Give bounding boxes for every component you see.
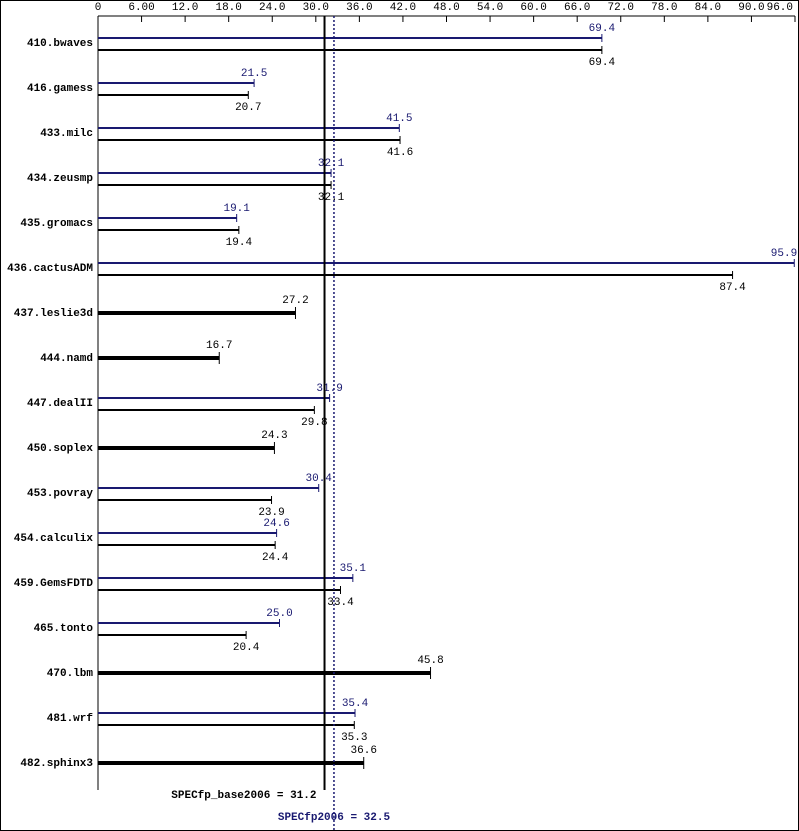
category-label: 447.dealII	[27, 398, 93, 410]
x-tick-label: 6.00	[128, 2, 154, 14]
category-label: 437.leslie3d	[14, 308, 93, 320]
x-tick-label: 66.0	[564, 2, 590, 14]
category-label: 434.zeusmp	[27, 173, 93, 185]
peak-value-label: 32.1	[318, 158, 345, 170]
peak-value-label: 19.1	[223, 203, 250, 215]
peak-value-label: 25.0	[266, 608, 292, 620]
x-tick-label: 36.0	[346, 2, 372, 14]
x-tick-label: 48.0	[433, 2, 459, 14]
category-label: 454.calculix	[14, 533, 94, 545]
x-tick-label: 90.0	[738, 2, 764, 14]
x-tick-label: 42.0	[390, 2, 416, 14]
category-label: 450.soplex	[27, 443, 93, 455]
base-value-label: 24.3	[261, 430, 287, 442]
x-tick-label: 30.0	[303, 2, 329, 14]
category-label: 470.lbm	[47, 668, 94, 680]
base-value-label: 41.6	[387, 147, 413, 159]
peak-value-label: 31.9	[316, 383, 342, 395]
category-label: 433.milc	[40, 128, 93, 140]
x-tick-label: 0	[95, 2, 102, 14]
base-value-label: 36.6	[351, 745, 377, 757]
base-value-label: 32.1	[318, 192, 345, 204]
x-tick-label: 24.0	[259, 2, 285, 14]
peak-value-label: 69.4	[589, 23, 616, 35]
base-value-label: 19.4	[226, 237, 253, 249]
peak-value-label: 35.1	[340, 563, 367, 575]
x-tick-label: 12.0	[172, 2, 198, 14]
base-value-label: 87.4	[719, 282, 746, 294]
category-label: 459.GemsFDTD	[14, 578, 94, 590]
peak-value-label: 21.5	[241, 68, 267, 80]
x-tick-label: 54.0	[477, 2, 503, 14]
peak-value-label: 41.5	[386, 113, 412, 125]
x-tick-label: 96.0	[767, 2, 793, 14]
base-value-label: 20.4	[233, 642, 260, 654]
x-tick-label: 60.0	[520, 2, 546, 14]
peak-value-label: 95.9	[771, 248, 797, 260]
base-value-label: 69.4	[589, 57, 616, 69]
base-value-label: 29.8	[301, 417, 327, 429]
category-label: 453.povray	[27, 488, 93, 500]
x-tick-label: 18.0	[215, 2, 241, 14]
base-value-label: 20.7	[235, 102, 261, 114]
base-value-label: 45.8	[417, 655, 443, 667]
base-value-label: 35.3	[341, 732, 367, 744]
category-label: 416.gamess	[27, 83, 93, 95]
base-value-label: 23.9	[258, 507, 284, 519]
base-value-label: 24.4	[262, 552, 289, 564]
reference-label: SPECfp_base2006 = 31.2	[171, 790, 316, 802]
peak-value-label: 35.4	[342, 698, 369, 710]
category-label: 465.tonto	[34, 623, 94, 635]
category-label: 444.namd	[40, 353, 93, 365]
x-tick-label: 84.0	[695, 2, 721, 14]
x-tick-label: 72.0	[608, 2, 634, 14]
category-label: 410.bwaves	[27, 38, 93, 50]
category-label: 481.wrf	[47, 713, 94, 725]
base-value-label: 33.4	[327, 597, 354, 609]
category-label: 482.sphinx3	[20, 758, 93, 770]
peak-value-label: 24.6	[263, 518, 289, 530]
base-value-label: 27.2	[282, 295, 308, 307]
peak-value-label: 30.4	[306, 473, 333, 485]
base-value-label: 16.7	[206, 340, 232, 352]
x-tick-label: 78.0	[651, 2, 677, 14]
category-label: 436.cactusADM	[7, 263, 93, 275]
reference-label: SPECfp2006 = 32.5	[278, 812, 391, 824]
category-label: 435.gromacs	[20, 218, 93, 230]
